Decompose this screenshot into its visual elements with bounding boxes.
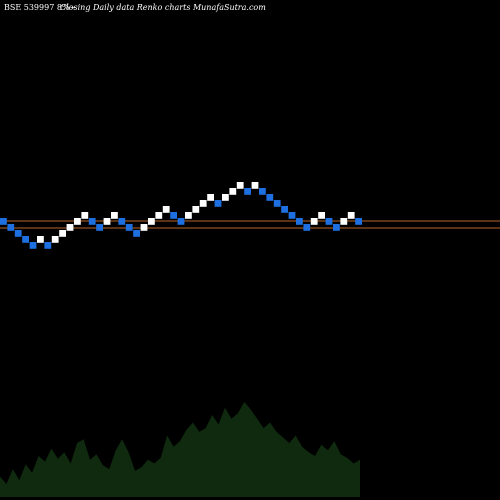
chart-subtitle: Closing Daily data Renko charts MunafaSu… xyxy=(60,3,266,12)
renko-brick-up xyxy=(251,182,259,189)
volume-area xyxy=(0,402,360,497)
renko-brick-up xyxy=(59,230,66,237)
renko-brick-down xyxy=(281,206,288,213)
renko-brick-down xyxy=(303,224,311,231)
renko-brick-down xyxy=(118,218,126,225)
renko-brick-down xyxy=(214,200,222,207)
renko-brick-up xyxy=(185,212,192,219)
renko-brick-down xyxy=(0,218,7,225)
renko-brick-up xyxy=(192,206,200,213)
renko-brick-up xyxy=(81,212,89,219)
renko-brick-up xyxy=(310,218,318,225)
renko-brick-up xyxy=(162,206,170,213)
renko-brick-up xyxy=(236,182,244,189)
renko-brick-up xyxy=(103,218,111,225)
renko-brick-down xyxy=(14,230,22,237)
renko-brick-down xyxy=(177,218,185,225)
renko-brick-up xyxy=(347,212,355,219)
renko-brick-down xyxy=(44,242,52,249)
renko-brick-up xyxy=(37,236,44,243)
renko-brick-up xyxy=(229,188,237,195)
renko-brick-up xyxy=(155,212,163,219)
renko-brick-up xyxy=(111,212,118,219)
renko-brick-down xyxy=(22,236,29,243)
renko-brick-up xyxy=(199,200,207,207)
renko-brick-down xyxy=(325,218,333,225)
renko-brick-down xyxy=(96,224,103,231)
renko-brick-down xyxy=(7,224,15,231)
renko-brick-down xyxy=(88,218,96,225)
renko-brick-up xyxy=(340,218,348,225)
renko-brick-down xyxy=(29,242,37,249)
renko-brick-up xyxy=(318,212,325,219)
renko-brick-up xyxy=(140,224,148,231)
renko-brick-down xyxy=(125,224,133,231)
renko-brick-down xyxy=(296,218,303,225)
renko-brick-up xyxy=(74,218,81,225)
renko-brick-down xyxy=(273,200,281,207)
renko-brick-up xyxy=(148,218,155,225)
renko-brick-down xyxy=(244,188,251,195)
renko-brick-down xyxy=(259,188,266,195)
renko-brick-down xyxy=(170,212,177,219)
renko-brick-up xyxy=(66,224,74,231)
renko-brick-up xyxy=(51,236,59,243)
chart-symbol-label: BSE 539997 8%~ xyxy=(4,3,77,12)
renko-brick-up xyxy=(222,194,229,201)
renko-brick-down xyxy=(133,230,140,237)
renko-brick-down xyxy=(266,194,274,201)
reference-lines xyxy=(0,220,500,229)
renko-brick-down xyxy=(288,212,296,219)
renko-brick-down xyxy=(355,218,362,225)
renko-brick-up xyxy=(207,194,214,201)
renko-brick-down xyxy=(333,224,340,231)
renko-bricks xyxy=(0,182,362,249)
volume-area-shape xyxy=(0,402,360,497)
